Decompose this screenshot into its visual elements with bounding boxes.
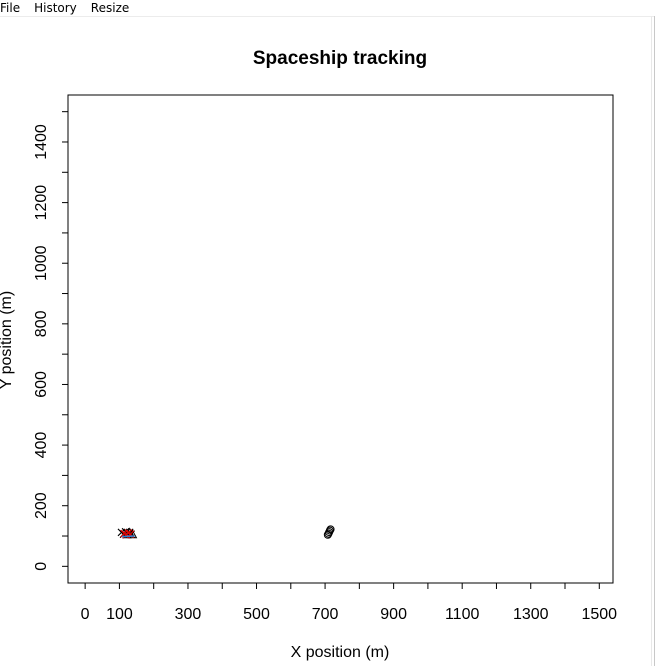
x-axis-label: X position (m) [291,644,390,661]
x-tick-label: 500 [243,606,270,623]
x-tick-label: 1500 [581,606,617,623]
y-tick-label: 800 [33,310,50,337]
data-point-circle [325,526,334,535]
x-axis: 0 100 300 500 700 900 1100 1300 1500 [81,583,617,623]
x-tick-label: 700 [312,606,339,623]
x-tick-label: 0 [81,606,90,623]
menu-history[interactable]: History [34,1,77,15]
x-tick-label: 1300 [513,606,549,623]
x-tick-label: 1100 [445,606,480,623]
y-tick-label: 400 [33,432,50,459]
y-axis-label: Y position (m) [0,291,15,389]
y-tick-label: 1200 [33,185,50,221]
plot-frame [67,94,614,584]
chart-title: Spaceship tracking [253,48,427,69]
y-tick-label: 600 [33,371,50,398]
menu-resize[interactable]: Resize [90,1,130,15]
menu-file[interactable]: File [0,1,21,15]
data-point-circle [326,525,335,534]
x-tick-label: 300 [175,606,202,623]
y-tick-label: 1400 [33,124,50,160]
menu-bar: File History Resize [0,0,655,17]
y-tick-label: 1000 [33,245,50,281]
x-tick-label: 900 [380,606,407,623]
y-tick-label: 0 [33,562,50,571]
plot-canvas: Spaceship tracking 0 100 300 500 700 900 1100 1… [0,48,617,661]
y-tick-label: 200 [33,492,50,519]
y-axis: 0 200 400 600 800 1000 1200 1400 [33,111,68,571]
x-tick-label: 100 [106,606,133,623]
series-line [122,535,135,538]
data-marks [117,525,335,539]
pane-divider [651,16,652,666]
